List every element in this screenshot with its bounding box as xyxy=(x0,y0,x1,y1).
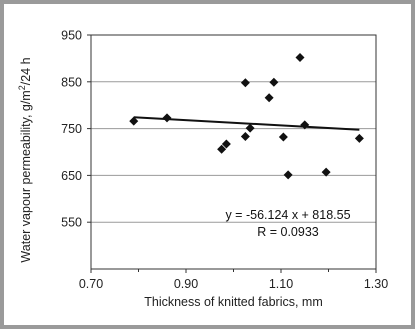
data-point xyxy=(129,116,139,126)
trendline-group xyxy=(133,116,360,131)
plot-area xyxy=(90,34,377,270)
x-tick-label: 0.90 xyxy=(174,277,198,291)
data-point xyxy=(300,120,310,130)
y-tick-label: 650 xyxy=(61,169,82,183)
regression-equation: y = -56.124 x + 818.55 xyxy=(225,208,350,222)
data-point xyxy=(278,132,288,142)
trendline xyxy=(133,116,360,131)
data-point xyxy=(240,78,250,88)
x-tick-label: 0.70 xyxy=(79,277,103,291)
data-point xyxy=(283,170,293,180)
data-point xyxy=(221,139,231,149)
axis-ticks: 550 650 750 850 950 0.70 0.90 1.10 1.30 xyxy=(61,29,388,292)
y-axis-label: Water vapour permeability, g/m2/24 h xyxy=(17,57,33,262)
x-tick-label: 1.30 xyxy=(364,277,388,291)
x-tick-label: 1.10 xyxy=(269,277,293,291)
y-tick-label: 850 xyxy=(61,75,82,89)
data-point xyxy=(321,167,331,177)
data-point xyxy=(245,123,255,133)
data-point xyxy=(354,133,364,143)
data-point xyxy=(269,77,279,87)
data-point xyxy=(264,93,274,103)
data-point xyxy=(162,113,172,123)
y-tick-label: 550 xyxy=(61,216,82,230)
data-point xyxy=(217,144,227,154)
y-tick-label: 750 xyxy=(61,122,82,136)
y-axis-label-main: Water vapour permeability, g/m xyxy=(19,90,33,262)
data-points xyxy=(129,52,364,180)
y-tick-label: 950 xyxy=(61,29,82,43)
data-point xyxy=(295,52,305,62)
y-axis-label-superscript: 2 xyxy=(17,85,27,90)
correlation-coefficient: R = 0.0933 xyxy=(257,225,319,239)
y-axis-label-tail: /24 h xyxy=(19,57,33,85)
x-axis-label: Thickness of knitted fabrics, mm xyxy=(144,295,323,309)
data-point xyxy=(240,132,250,142)
